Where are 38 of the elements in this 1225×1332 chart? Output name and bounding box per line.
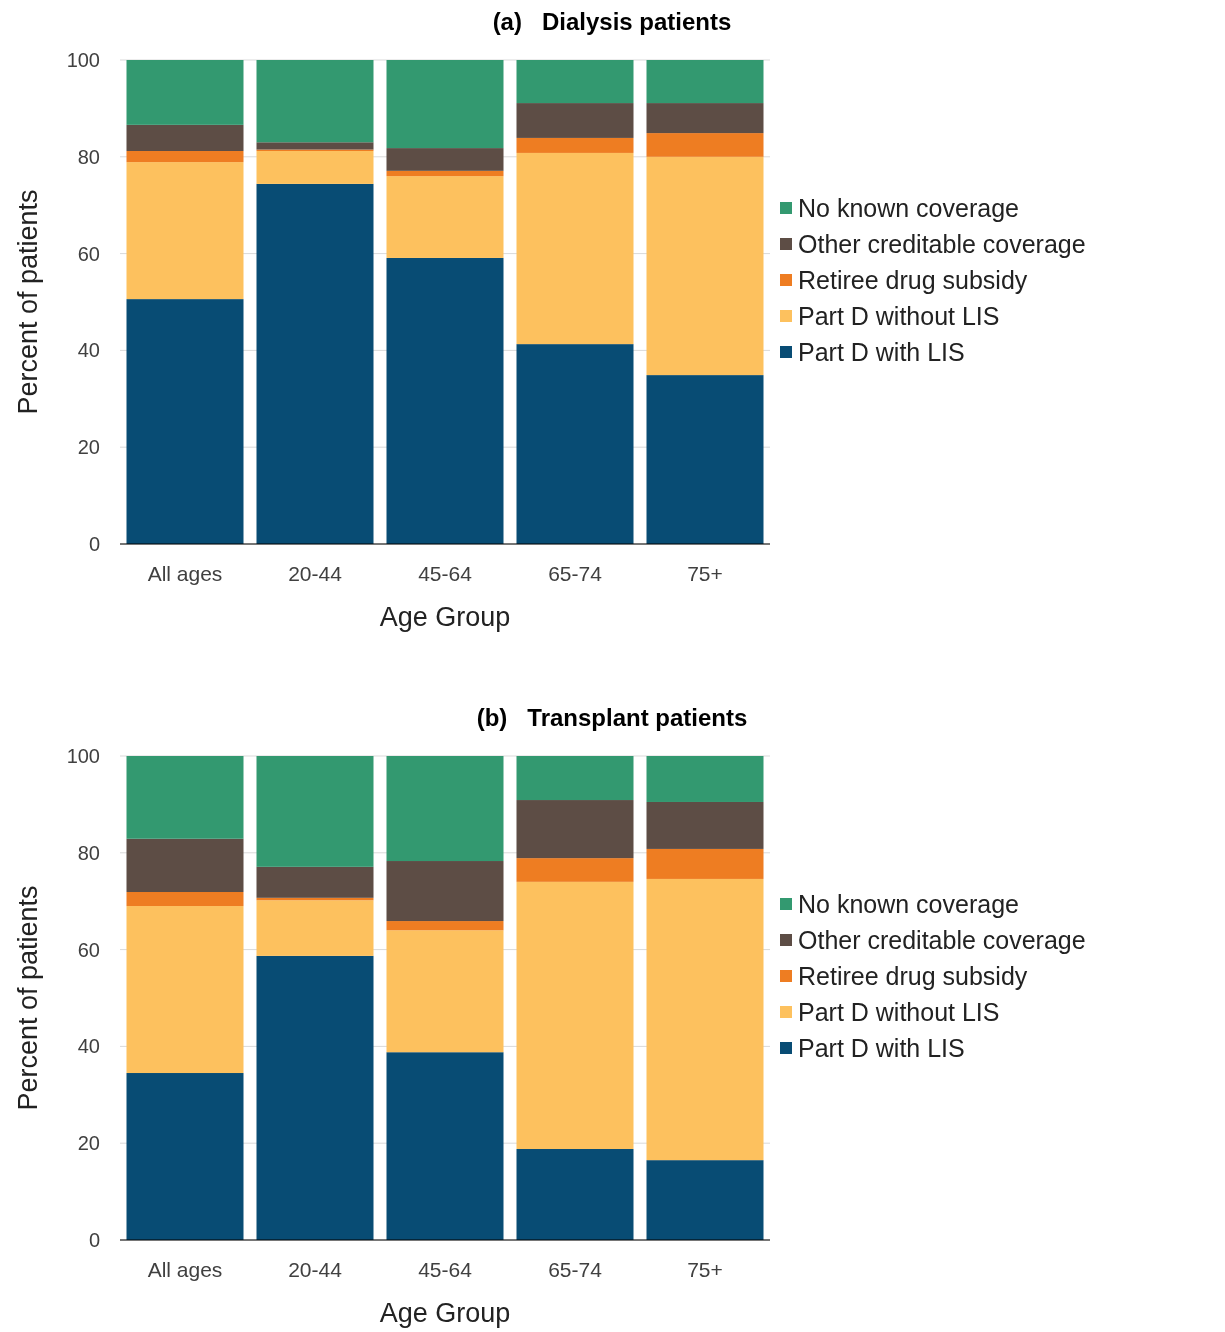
legend-label: Retiree drug subsidy bbox=[798, 265, 1028, 294]
y-tick-label: 40 bbox=[77, 339, 100, 362]
y-tick-label: 0 bbox=[88, 533, 100, 555]
x-tick-label: 65-74 bbox=[548, 1258, 603, 1281]
x-tick-label: 20-44 bbox=[288, 1258, 343, 1281]
x-tick-label: 20-44 bbox=[288, 562, 343, 585]
y-tick-label: 80 bbox=[77, 145, 100, 168]
x-tick-label: 45-64 bbox=[418, 1258, 473, 1281]
y-tick-label: 0 bbox=[88, 1229, 100, 1251]
chart-title: (b) Transplant patients bbox=[476, 704, 748, 731]
x-axis-title: Age Group bbox=[379, 1298, 511, 1328]
legend-label: Part D without LIS bbox=[798, 997, 1000, 1026]
legend-label: Part D with LIS bbox=[798, 1033, 965, 1062]
y-tick-label: 60 bbox=[77, 938, 100, 961]
y-tick-label: 100 bbox=[66, 745, 100, 767]
y-axis-title: Percent of patients bbox=[13, 885, 43, 1111]
y-tick-label: 80 bbox=[77, 841, 100, 864]
x-tick-label: All ages bbox=[147, 562, 223, 585]
x-tick-label: 75+ bbox=[687, 1258, 723, 1281]
legend-label: Other creditable coverage bbox=[798, 229, 1086, 258]
x-axis-title: Age Group bbox=[379, 602, 511, 632]
y-tick-label: 40 bbox=[77, 1035, 100, 1058]
x-tick-label: All ages bbox=[147, 1258, 223, 1281]
legend-label: Other creditable coverage bbox=[798, 925, 1086, 954]
y-tick-label: 60 bbox=[77, 242, 100, 265]
legend-label: No known coverage bbox=[798, 193, 1019, 222]
y-axis-title: Percent of patients bbox=[13, 189, 43, 415]
legend-label: No known coverage bbox=[798, 889, 1019, 918]
legend-label: Part D without LIS bbox=[798, 301, 1000, 330]
x-tick-label: 75+ bbox=[687, 562, 723, 585]
y-tick-label: 20 bbox=[77, 1132, 100, 1155]
y-tick-label: 100 bbox=[66, 49, 100, 71]
legend-label: Part D with LIS bbox=[798, 337, 965, 366]
chart-title: (a) Dialysis patients bbox=[492, 8, 732, 35]
y-tick-label: 20 bbox=[77, 436, 100, 459]
x-tick-label: 45-64 bbox=[418, 562, 473, 585]
x-tick-label: 65-74 bbox=[548, 562, 603, 585]
legend-label: Retiree drug subsidy bbox=[798, 961, 1028, 990]
